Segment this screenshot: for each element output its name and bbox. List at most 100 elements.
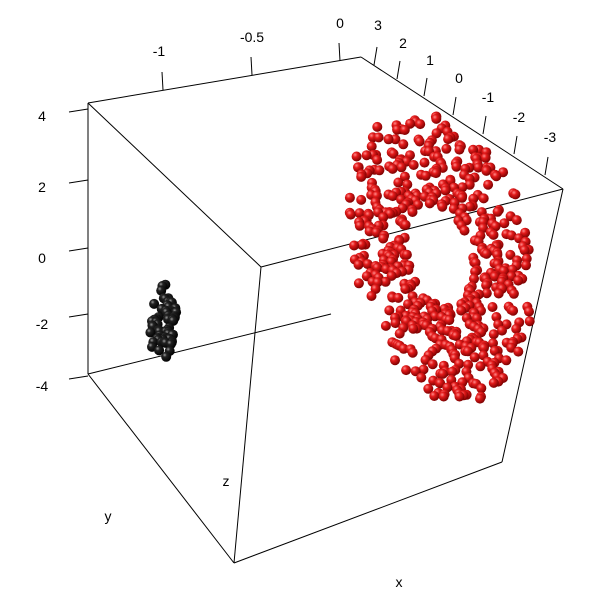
x-tick-label: 0	[455, 70, 463, 86]
data-point	[521, 260, 531, 271]
data-point	[473, 162, 484, 173]
data-point	[437, 368, 448, 379]
data-point	[480, 152, 491, 163]
data-point	[488, 229, 499, 240]
data-point	[481, 280, 492, 291]
data-point	[387, 191, 398, 202]
y-axis: -1 -0.5 0 y	[105, 15, 345, 524]
data-point	[510, 189, 521, 200]
x-tick-mark	[373, 46, 378, 66]
data-point	[431, 168, 441, 179]
x-tick-label: -3	[544, 129, 557, 145]
x-tick-mark	[544, 156, 549, 176]
data-point	[401, 365, 412, 376]
data-point	[431, 113, 442, 124]
data-point	[408, 160, 419, 170]
z-tick-mark	[68, 313, 89, 318]
data-point	[361, 150, 372, 161]
plot-box	[87, 56, 564, 564]
data-point	[400, 284, 411, 294]
y-tick-mark	[161, 71, 164, 91]
data-point	[513, 346, 524, 357]
data-point	[437, 201, 448, 212]
data-point	[161, 351, 172, 362]
data-point	[513, 275, 524, 286]
data-point	[378, 212, 389, 223]
x-tick-label: 3	[374, 17, 382, 33]
data-point	[372, 154, 383, 165]
data-point	[489, 271, 500, 282]
data-point	[469, 352, 480, 363]
data-point	[393, 177, 404, 188]
data-point	[488, 329, 499, 340]
data-point	[501, 355, 512, 366]
data-point	[415, 119, 426, 130]
x-tick-mark	[482, 115, 487, 135]
z-tick-mark	[68, 179, 89, 184]
data-point	[380, 320, 391, 331]
data-point	[371, 227, 382, 238]
data-point	[491, 171, 502, 182]
data-point	[478, 223, 489, 234]
data-point	[524, 316, 535, 327]
data-point	[438, 391, 449, 402]
data-point	[481, 165, 492, 176]
data-point	[487, 302, 498, 312]
box-edge	[360, 56, 564, 190]
data-point	[351, 151, 362, 162]
data-point	[356, 194, 367, 205]
data-point	[384, 305, 395, 316]
series-black-points	[145, 279, 182, 362]
x-tick-mark	[423, 77, 428, 97]
x-tick-label: 2	[399, 35, 407, 51]
z-tick-mark	[68, 108, 89, 113]
box-edge	[87, 373, 235, 564]
y-tick-label: 0	[336, 15, 344, 31]
x-tick-mark	[396, 60, 401, 80]
data-point	[388, 148, 399, 159]
data-point	[414, 136, 425, 147]
data-point	[491, 312, 502, 322]
data-point	[401, 249, 412, 260]
data-point	[390, 355, 400, 366]
z-tick-label: 4	[38, 108, 46, 124]
data-point	[156, 285, 167, 296]
data-point	[492, 206, 503, 217]
data-point	[344, 192, 355, 203]
data-point	[441, 143, 452, 154]
data-point	[505, 249, 516, 260]
z-axis-title: z	[223, 473, 230, 489]
box-edge	[233, 461, 503, 564]
x-tick-mark	[452, 96, 457, 116]
z-axis: -4 -2 0 2 4 z	[36, 108, 230, 489]
data-point	[478, 193, 489, 204]
data-point	[435, 378, 446, 389]
data-point	[373, 132, 384, 143]
box-edge	[260, 188, 564, 268]
data-point	[354, 208, 365, 219]
y-tick-label: -1	[153, 43, 166, 59]
data-point	[378, 233, 389, 244]
data-point	[457, 192, 467, 203]
data-point	[456, 305, 467, 316]
data-point	[349, 240, 360, 251]
data-point	[420, 170, 431, 181]
z-tick-label: -2	[36, 316, 49, 332]
data-point	[481, 288, 492, 299]
data-point	[374, 165, 385, 176]
data-point	[454, 391, 465, 402]
data-point	[497, 325, 507, 336]
data-point	[380, 276, 391, 287]
data-point	[508, 288, 519, 299]
data-point	[399, 171, 410, 182]
data-point	[475, 361, 486, 372]
x-axis-title: x	[396, 574, 403, 590]
box-edge	[87, 313, 332, 375]
data-point	[476, 383, 487, 394]
data-point	[419, 157, 430, 168]
data-point	[394, 328, 405, 339]
data-point	[451, 331, 462, 341]
data-point	[396, 162, 407, 173]
y-axis-title: y	[105, 508, 112, 524]
